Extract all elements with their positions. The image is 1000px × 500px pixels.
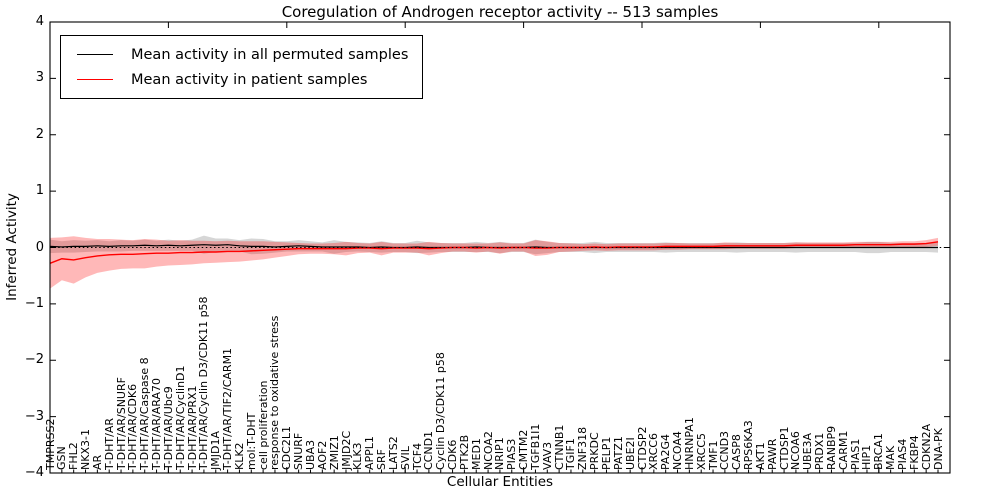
x-tick-label: PATZ1 <box>611 436 625 470</box>
x-tick-label: T-DHT/AR <box>102 417 116 470</box>
patient-line-sample <box>77 79 113 80</box>
chart-title: Coregulation of Androgen receptor activi… <box>281 3 719 21</box>
x-tick-label: T-DHT/AR/CyclinD1 <box>173 365 187 470</box>
x-tick-label: AOF2 <box>315 440 329 470</box>
x-tick-label: AKT1 <box>753 442 767 470</box>
y-tick-label: 3 <box>35 70 44 86</box>
x-tick-label: T-DHT/AR/Ubc9 <box>161 386 175 470</box>
x-tick-label: SVIL <box>398 446 412 470</box>
y-tick-label: 4 <box>35 14 44 29</box>
x-tick-label: DNA-PK <box>931 428 945 470</box>
y-tick-label: −3 <box>24 408 44 424</box>
y-tick-label: 0 <box>35 239 44 255</box>
x-tick-label: UBE2I <box>623 437 637 470</box>
patient-band <box>50 236 938 289</box>
x-tick-label: AR <box>90 454 104 470</box>
legend-label-patient: Mean activity in patient samples <box>131 71 368 88</box>
x-tick-label: PAWR <box>765 438 779 470</box>
x-tick-label: XRCC5 <box>694 433 708 470</box>
x-tick-label: mol:T-DHT <box>244 412 258 470</box>
y-tick-label: 2 <box>35 126 44 142</box>
x-tick-label: LATS2 <box>386 436 400 470</box>
plot-frame <box>49 21 951 474</box>
x-axis-label: Cellular Entities <box>446 474 554 490</box>
y-tick-label: −2 <box>24 352 44 368</box>
x-tick-label: HNRNPA1 <box>682 417 696 470</box>
legend: Mean activity in all permuted samples Me… <box>60 35 424 99</box>
x-tick-label: CARM1 <box>836 430 850 470</box>
x-tick-label: ZMIZ1 <box>327 435 341 470</box>
permuted-line-sample <box>77 54 113 55</box>
x-tick-label: CDKN2A <box>919 423 933 470</box>
y-tick-label: 1 <box>35 183 44 199</box>
x-tick-label: RANBP9 <box>824 425 838 470</box>
x-tick-label: VAV3 <box>540 441 554 470</box>
legend-label-permuted: Mean activity in all permuted samples <box>131 46 409 63</box>
legend-row-patient: Mean activity in patient samples <box>71 67 408 92</box>
y-tick-label: −1 <box>24 295 44 311</box>
x-tick-label: KLK2 <box>232 442 246 470</box>
y-tick-label: −4 <box>24 465 44 480</box>
x-tick-label: FKBP4 <box>907 435 921 470</box>
y-axis-label: Inferred Activity <box>4 193 20 301</box>
x-tick-label: MED1 <box>469 438 483 470</box>
x-tick-label: TGFB1I1 <box>528 423 542 470</box>
legend-row-permuted: Mean activity in all permuted samples <box>71 42 408 67</box>
x-tick-label: PTK2B <box>457 434 471 470</box>
